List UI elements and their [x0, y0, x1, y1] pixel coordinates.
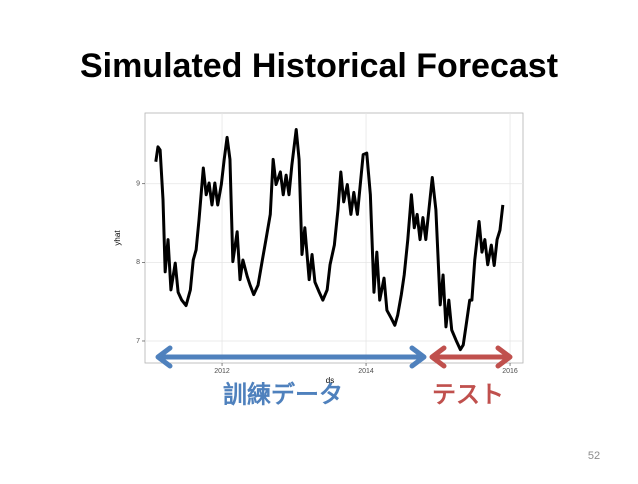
page-number: 52	[588, 450, 600, 462]
x-tick-label: 2012	[214, 368, 230, 375]
annotation: 訓練データ	[223, 380, 343, 408]
y-tick-label: 8	[136, 259, 140, 266]
y-axis-label: yhat	[113, 230, 122, 246]
x-tick-label: 2014	[358, 368, 374, 375]
x-axis-label: ds	[326, 376, 334, 385]
slide-title: Simulated Historical Forecast	[80, 47, 558, 85]
line-series	[154, 128, 505, 352]
x-tick-label: 2016	[502, 368, 518, 375]
marks	[154, 128, 505, 352]
y-tick-label: 9	[136, 181, 140, 188]
test-arrow	[429, 345, 513, 369]
train-arrow	[155, 345, 427, 369]
y-tick-label: 7	[136, 338, 140, 345]
annotation: テスト	[432, 381, 504, 408]
